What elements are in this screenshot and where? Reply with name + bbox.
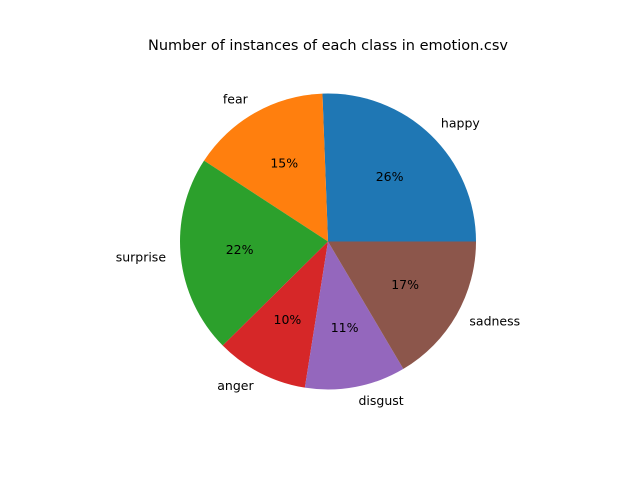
slice-percent-disgust: 11% (331, 320, 359, 335)
slice-label-anger: anger (217, 378, 254, 393)
pie-slice-anger (222, 241, 328, 388)
slice-label-disgust: disgust (359, 393, 404, 408)
slice-label-sadness: sadness (469, 314, 520, 329)
pie-slice-happy (322, 93, 476, 242)
pie-labels: happy 26% fear 15% surprise 22% anger 10% disgus… (116, 91, 520, 408)
pie-slice-disgust (304, 241, 404, 390)
chart-title: Number of instances of each class in emo… (148, 38, 508, 54)
pie-slice-surprise (180, 160, 328, 346)
slice-percent-sadness: 17% (391, 277, 419, 292)
slice-label-happy: happy (441, 116, 480, 131)
slice-percent-fear: 15% (270, 156, 298, 171)
pie-slice-fear (204, 93, 328, 242)
slice-label-surprise: surprise (116, 249, 167, 264)
slice-percent-happy: 26% (376, 169, 404, 184)
slice-label-fear: fear (223, 91, 249, 106)
slice-percent-anger: 10% (274, 312, 302, 327)
pie-slice-sadness (328, 241, 476, 369)
slice-percent-surprise: 22% (226, 242, 254, 257)
pie-slices (180, 93, 476, 390)
